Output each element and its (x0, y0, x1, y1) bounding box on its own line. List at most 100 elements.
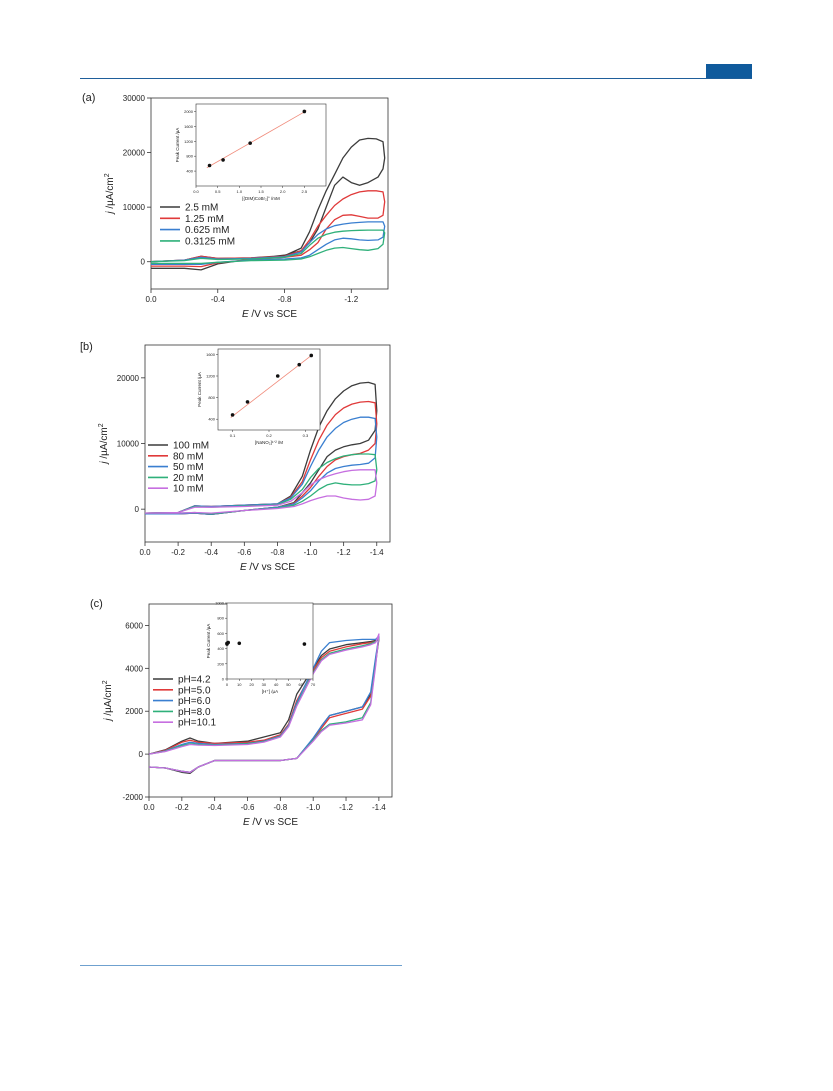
inset-y-tick-label-b: 400 (208, 417, 215, 422)
inset-x-tick-label-c: 50 (286, 682, 291, 687)
legend-label-b-0: 100 mM (173, 441, 209, 452)
legend-label-b-3: 20 mM (173, 473, 204, 484)
header-rule (80, 78, 752, 79)
x-tick-label-b: -0.2 (171, 548, 185, 557)
inset-point-b (309, 353, 314, 358)
inset-x-tick-label-c: 70 (311, 682, 316, 687)
inset-x-tick-label-a: 0.0 (193, 189, 199, 194)
inset-y-tick-label-c: 400 (217, 646, 224, 651)
inset-x-axis-label-a: [(DIM)CoBr₂]° /mM (242, 196, 280, 201)
inset-y-tick-label-a: 2000 (184, 109, 194, 114)
inset-frame-c (226, 602, 314, 680)
legend-label-b-4: 10 mM (173, 484, 204, 495)
inset-point-a (248, 141, 252, 145)
inset-y-axis-label-b: Peak Current /µA (197, 372, 202, 407)
inset-point-b (245, 400, 250, 404)
x-tick-label-b: -1.2 (337, 548, 351, 557)
inset-y-tick-label-b: 1600 (206, 352, 216, 357)
legend-label-a-0: 2.5 mM (185, 203, 218, 214)
inset-point-b (275, 374, 280, 378)
inset-frame-a (195, 103, 327, 187)
y-tick-label-a: 0 (141, 258, 146, 267)
inset-point-a (302, 109, 307, 114)
inset-y-tick-label-b: 1200 (206, 374, 216, 379)
series-line-c-4 (148, 633, 380, 773)
inset-x-axis-label-c: [H⁺] /µA (262, 689, 278, 694)
x-tick-label-b: -1.0 (304, 548, 318, 557)
chart-a: 0.0 -0.4 -0.8 -1.2 0 10000 20000 30000 E /V vs S… (104, 94, 389, 320)
inset-y-tick-label-a: 1600 (184, 124, 194, 129)
inset-y-tick-label-c: 200 (217, 661, 224, 666)
y-axis-label-c: j /µA/cm2 (102, 680, 114, 722)
x-tick-label-b: -0.4 (204, 548, 218, 557)
x-tick-label-b: -1.4 (370, 548, 384, 557)
legend-label-c-3: pH=8.0 (178, 707, 211, 718)
inset-y-tick-label-a: 1200 (184, 139, 194, 144)
inset-point-b (230, 413, 235, 417)
series-line-b-4 (144, 469, 378, 514)
x-tick-label-c: -0.8 (273, 803, 287, 812)
x-tick-label-a: -0.8 (278, 295, 292, 304)
inset-x-tick-label-c: 30 (262, 682, 267, 687)
inset-b: 0.1 0.2 0.3 400 800 1200 1600 [NaNO₂]¹ᐟ² /M Peak… (197, 348, 321, 445)
inset-y-tick-label-b: 800 (208, 395, 215, 400)
plot-frame-a (150, 97, 389, 290)
x-axis-label-a: E /V vs SCE (242, 309, 297, 320)
y-tick-label-c: 6000 (125, 621, 143, 630)
legend-label-c-1: pH=5.0 (178, 685, 211, 696)
inset-x-tick-label-b: 0.3 (303, 433, 309, 438)
chart-c: 0.0 -0.2 -0.4 -0.6 -0.8 -1.0 -1.2 -1.4-20000200… (102, 601, 393, 828)
inset-x-tick-label-c: 60 (298, 682, 303, 687)
chart-b: 0.0 -0.2 -0.4 -0.6 -0.8 -1.0 -1.2 -1.4 0 10000 200… (98, 344, 391, 573)
series-line-b-3 (144, 453, 378, 515)
x-tick-label-c: -1.4 (372, 803, 386, 812)
inset-x-tick-label-a: 1.5 (258, 189, 264, 194)
x-tick-label-c: -0.2 (175, 803, 189, 812)
y-tick-label-c: 4000 (125, 664, 143, 673)
legend-label-c-0: pH=4.2 (178, 675, 211, 686)
panel-label-b: [b) (80, 341, 93, 353)
y-tick-label-b: 20000 (117, 374, 140, 383)
inset-point-a (207, 163, 212, 168)
legend-label-b-2: 50 mM (173, 462, 204, 473)
legend-label-c-4: pH=10.1 (178, 718, 217, 729)
x-tick-label-b: -0.6 (237, 548, 251, 557)
x-axis-label-b: E /V vs SCE (240, 562, 295, 573)
inset-y-tick-label-c: 600 (217, 631, 224, 636)
x-axis-label-c: E /V vs SCE (243, 817, 298, 828)
y-tick-label-a: 10000 (123, 203, 146, 212)
inset-x-tick-label-c: 20 (249, 682, 254, 687)
footnote-rule (80, 965, 402, 966)
x-tick-label-c: 0.0 (143, 803, 155, 812)
x-tick-label-b: 0.0 (139, 548, 151, 557)
x-tick-label-c: -0.6 (241, 803, 255, 812)
series-line-b-2 (144, 416, 378, 516)
inset-c: 0 10 20 30 40 50 60 70 0 200 400 600 800 1000 [H⁺] /µA… (206, 601, 316, 695)
y-tick-label-c: -2000 (123, 793, 144, 802)
x-tick-label-c: -1.2 (339, 803, 353, 812)
x-tick-label-a: -1.2 (344, 295, 358, 304)
y-tick-label-b: 10000 (117, 440, 140, 449)
inset-x-tick-label-a: 2.0 (280, 189, 286, 194)
inset-a: 0.0 0.5 1.0 1.5 2.0 2.5 400 800 1200 1600 2000 [(DI… (175, 103, 327, 201)
x-tick-label-b: -0.8 (271, 548, 285, 557)
x-tick-label-c: -1.0 (306, 803, 320, 812)
y-axis-label-a: j /µA/cm2 (104, 173, 116, 215)
inset-x-tick-label-b: 0.2 (266, 433, 272, 438)
inset-y-axis-label-a: Peak Current /µA (175, 128, 180, 163)
y-tick-label-a: 20000 (123, 149, 146, 158)
panel-label-c: (c) (90, 598, 103, 610)
header-tab (706, 64, 752, 78)
panel-label-a: (a) (82, 92, 96, 104)
y-tick-label-c: 2000 (125, 707, 143, 716)
inset-y-tick-label-c: 0 (222, 677, 225, 682)
x-tick-label-a: 0.0 (145, 295, 157, 304)
inset-x-tick-label-a: 0.5 (215, 189, 221, 194)
inset-y-tick-label-a: 800 (186, 154, 193, 159)
inset-y-tick-label-c: 1000 (215, 601, 225, 606)
legend-label-c-2: pH=6.0 (178, 696, 211, 707)
y-axis-label-b: j /µA/cm2 (98, 423, 110, 465)
y-tick-label-c: 0 (139, 750, 144, 759)
inset-point-a (221, 158, 225, 162)
inset-x-tick-label-c: 10 (237, 682, 242, 687)
